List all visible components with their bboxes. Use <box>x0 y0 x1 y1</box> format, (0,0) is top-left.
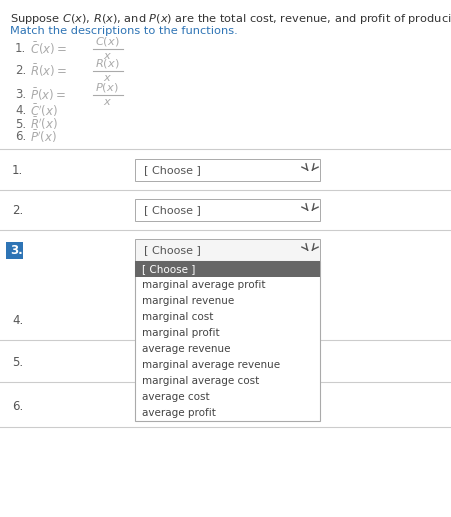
Text: $\bar{C}'(x)$: $\bar{C}'(x)$ <box>30 103 58 119</box>
Text: marginal average revenue: marginal average revenue <box>142 360 280 370</box>
Text: $x$: $x$ <box>103 51 112 61</box>
Bar <box>6 242 23 259</box>
Text: $\bar{R}'(x)$: $\bar{R}'(x)$ <box>30 116 58 132</box>
Bar <box>135 396 319 418</box>
Text: 4.: 4. <box>12 313 23 327</box>
Text: 6.: 6. <box>15 130 26 144</box>
Text: average revenue: average revenue <box>142 344 230 354</box>
Text: 3.: 3. <box>15 88 26 101</box>
Text: [ Choose ]: [ Choose ] <box>144 205 200 215</box>
Text: 2.: 2. <box>12 204 23 217</box>
Text: $R(x)$: $R(x)$ <box>95 57 119 70</box>
Text: $\bar{C}(x)=$: $\bar{C}(x)=$ <box>30 41 67 57</box>
Bar <box>135 199 319 221</box>
Text: 4.: 4. <box>15 104 26 117</box>
Text: marginal revenue: marginal revenue <box>142 296 234 306</box>
Text: 5.: 5. <box>12 356 23 369</box>
Text: [ Choose ]: [ Choose ] <box>144 165 200 175</box>
Text: [ Choose ]: [ Choose ] <box>144 245 200 255</box>
Text: average profit: average profit <box>142 408 216 418</box>
Text: average cost: average cost <box>142 392 209 402</box>
Bar <box>135 159 319 181</box>
Bar <box>135 261 319 421</box>
Bar <box>135 239 319 261</box>
Text: marginal average cost: marginal average cost <box>142 376 259 386</box>
Text: marginal profit: marginal profit <box>142 328 219 338</box>
Text: 6.: 6. <box>12 401 23 414</box>
Text: marginal average profit: marginal average profit <box>142 280 265 290</box>
Text: 3.: 3. <box>10 244 23 256</box>
Text: Suppose $C(x)$, $R(x)$, and $P(x)$ are the total cost, revenue, and profit of pr: Suppose $C(x)$, $R(x)$, and $P(x)$ are t… <box>10 12 451 26</box>
Text: 2.: 2. <box>15 65 26 78</box>
Text: $x$: $x$ <box>103 73 112 83</box>
Text: $\bar{P}'(x)$: $\bar{P}'(x)$ <box>30 129 57 145</box>
Text: 5.: 5. <box>15 117 26 130</box>
Text: marginal cost: marginal cost <box>142 312 213 322</box>
Text: $P(x)$: $P(x)$ <box>95 82 118 95</box>
Text: $\bar{R}(x)=$: $\bar{R}(x)=$ <box>30 63 67 79</box>
Text: $C(x)$: $C(x)$ <box>95 36 120 49</box>
Text: 1.: 1. <box>15 42 26 55</box>
Text: 1.: 1. <box>12 163 23 176</box>
Text: $x$: $x$ <box>103 97 112 107</box>
Text: [ Choose ]: [ Choose ] <box>144 402 200 412</box>
Text: $\bar{P}(x)=$: $\bar{P}(x)=$ <box>30 87 66 103</box>
Text: Match the descriptions to the functions.: Match the descriptions to the functions. <box>10 26 237 36</box>
Text: [ Choose ]: [ Choose ] <box>142 264 195 274</box>
Bar <box>135 261 319 277</box>
